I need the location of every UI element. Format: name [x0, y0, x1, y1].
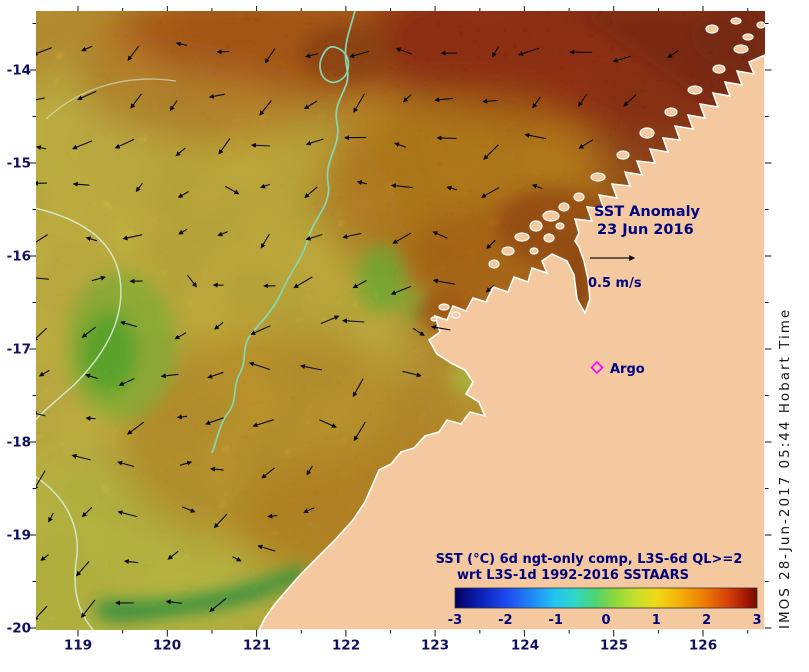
x-axis-tick-label: 120	[153, 638, 181, 654]
x-axis-tick-label: 125	[600, 638, 628, 654]
colorbar-tick-label: 2	[702, 613, 711, 628]
y-axis-tick-label: -18	[7, 435, 31, 451]
caption-line-2: wrt L3S-1d 1992-2016 SSTAARS	[457, 568, 689, 583]
y-axis-tick-label: -17	[7, 342, 31, 358]
x-axis-tick-label: 121	[243, 638, 271, 654]
y-axis-tick-label: -20	[7, 621, 31, 637]
colorbar-tick-label: 1	[652, 613, 661, 628]
colorbar-tick-label: 0	[601, 613, 610, 628]
contour-pale-3	[45, 78, 177, 120]
colorbar-gradient	[454, 587, 758, 609]
argo-label: Argo	[610, 362, 645, 377]
contour-main	[211, 11, 356, 454]
x-axis-tick-label: 126	[689, 638, 717, 654]
map-date: 23 Jun 2016	[597, 222, 694, 238]
mainland-coastline	[258, 54, 765, 630]
watermark-text: IMOS 28-Jun-2017 05:44 Hobart Time	[777, 308, 793, 629]
contour-lines	[36, 11, 356, 630]
colorbar-tick-label: -2	[498, 613, 512, 628]
colorbar-tick-label: -1	[548, 613, 562, 628]
x-axis-labels: 119 120 121 122 123 124 125 126	[64, 638, 717, 654]
x-axis-tick-label: 124	[511, 638, 539, 654]
y-axis-labels: -14 -15 -16 -17 -18 -19 -20	[7, 63, 31, 637]
y-axis-tick-label: -16	[7, 249, 31, 265]
argo-marker-icon	[590, 360, 604, 375]
y-axis-tick-label: -15	[7, 156, 31, 172]
colorbar-tick-label: 3	[752, 613, 761, 628]
colorbar: -3 -2 -1 0 1 2 3	[448, 587, 762, 628]
current-vectors	[36, 41, 679, 621]
x-axis-tick-label: 119	[64, 638, 92, 654]
axis-ticks	[29, 6, 772, 637]
contour-pale-1	[36, 207, 122, 421]
x-axis-tick-label: 122	[332, 638, 360, 654]
caption-line-1: SST (°C) 6d ngt-only comp, L3S-6d QL>=2	[436, 552, 743, 567]
map-title: SST Anomaly	[594, 204, 701, 220]
y-axis-tick-label: -14	[7, 63, 31, 79]
x-axis-tick-label: 123	[421, 638, 449, 654]
scale-arrow-label: 0.5 m/s	[588, 276, 642, 291]
y-axis-tick-label: -19	[7, 528, 31, 544]
colorbar-tick-label: -3	[448, 613, 462, 628]
islands	[430, 17, 765, 322]
land-mass	[258, 17, 765, 630]
contour-loop	[319, 46, 350, 84]
